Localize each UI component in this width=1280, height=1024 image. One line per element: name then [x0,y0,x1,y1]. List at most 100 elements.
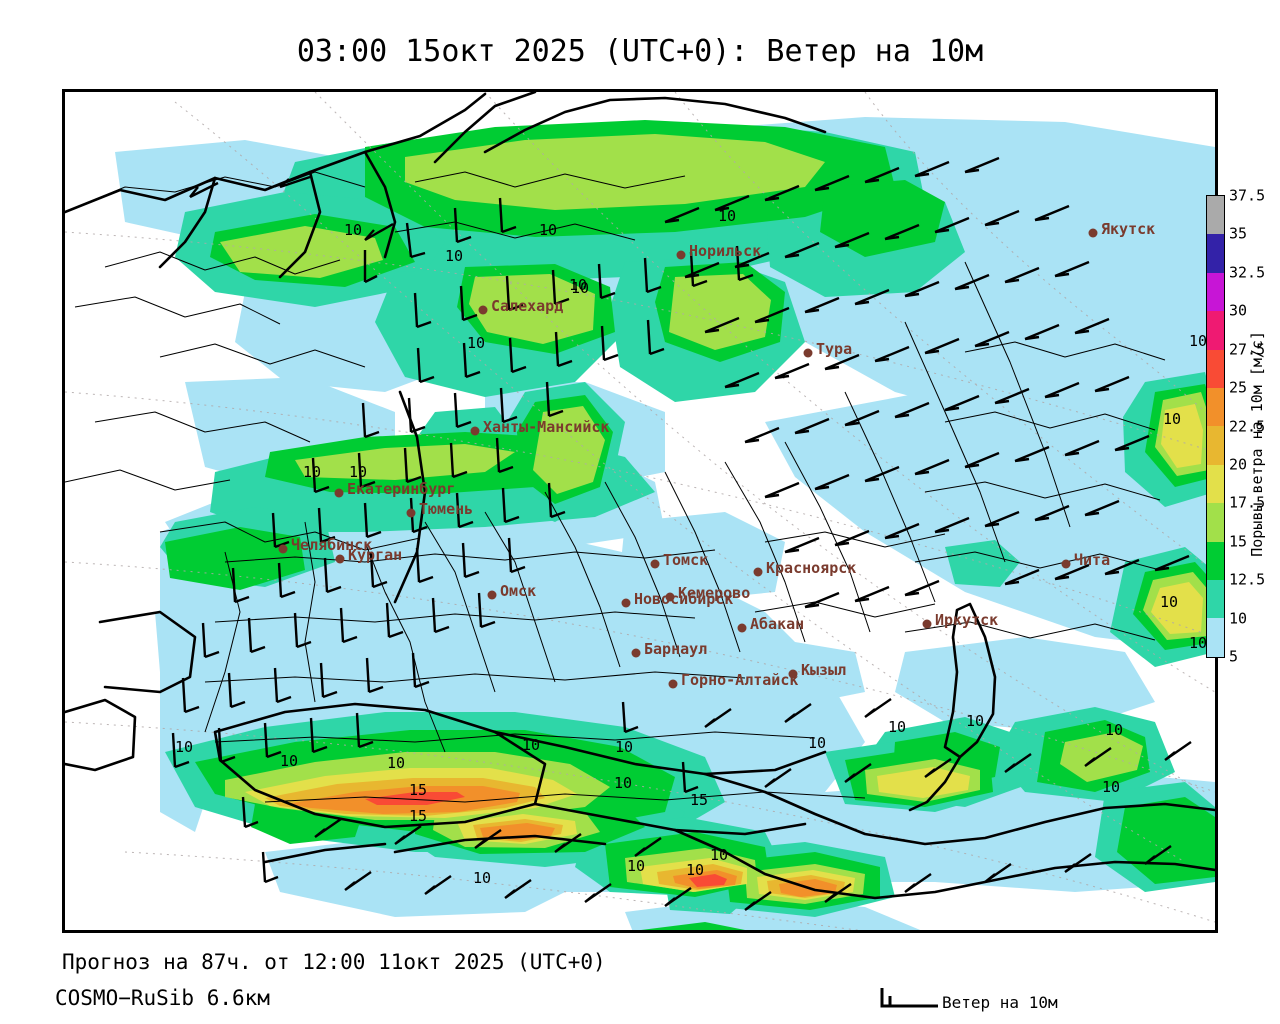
contour-label: 10 [303,463,321,481]
forecast-info: Прогноз на 87ч. от 12:00 11окт 2025 (UTC… [62,950,606,974]
city-marker [278,544,288,554]
city-label: Тура [816,340,852,358]
city-marker [803,348,813,358]
city-marker [665,592,675,602]
contour-label: 10 [966,712,984,730]
contour-label: 10 [614,774,632,792]
colorbar[interactable]: 5 10 12.5 15 17.5 20 22.5 25 27.5 30 32.5 35 37.5 [1206,188,1265,664]
colorbar-tick-label: 25 [1229,378,1248,397]
colorbar-segment [1207,234,1224,273]
city-marker [478,305,488,315]
contour-label: 10 [686,861,704,879]
contour-label: 10 [569,276,587,294]
colorbar-tick-label: 37.5 [1229,186,1266,205]
wind-barb-legend-label: Ветер на 10м [942,993,1058,1012]
contour-label: 10 [1163,410,1181,428]
contour-label: 15 [409,807,427,825]
colorbar-tick-label: 5 [1229,647,1239,666]
contour-label: 10 [1160,593,1178,611]
contour-label: 10 [280,752,298,770]
city-label: Иркутск [935,611,998,629]
colorbar-tick-label: 10 [1229,609,1248,628]
city-marker [406,508,416,518]
contour-label: 10 [344,221,362,239]
colorbar-tick-label: 15 [1229,532,1248,551]
page-title: 03:00 15окт 2025 (UTC+0): Ветер на 10м [296,34,984,69]
contour-label: 10 [627,857,645,875]
city-marker [631,648,641,658]
contour-label: 10 [387,754,405,772]
colorbar-segment [1207,464,1224,504]
contour-label: 10 [522,736,540,754]
contour-label: 10 [1189,634,1207,652]
colorbar-segment [1207,580,1224,619]
city-label: Кемерово [678,584,750,602]
city-label: Якутск [1101,220,1155,238]
graticule [65,92,1215,930]
city-label: Челябинск [291,536,372,554]
city-marker [650,559,660,569]
city-label: Томск [663,551,708,569]
colorbar-tick-label: 32.5 [1229,263,1266,282]
colorbar-segment [1207,272,1224,312]
model-info: COSMO−RuSib 6.6км [55,986,270,1010]
contour-label: 10 [349,463,367,481]
wind-band-25-27.5 [365,792,727,887]
city-label: Ханты-Мансийск [483,418,609,436]
contour-label: 10 [808,734,826,752]
contour-label: 10 [1189,332,1207,350]
colorbar-tick-label: 35 [1229,224,1248,243]
city-label: Абакан [750,615,804,633]
city-label: Чита [1074,551,1110,569]
wind-barbs [171,156,1192,911]
city-label: Тюмень [419,500,473,518]
city-label: Норильск [689,242,761,260]
city-label: Омск [500,582,536,600]
city-label: Курган [348,546,402,564]
contour-label: 10 [571,279,589,297]
contour-label: 10 [473,869,491,887]
city-marker [676,250,686,260]
city-label: Новосибирск [634,590,733,608]
city-label: Салехард [491,297,563,315]
contour-label: 10 [445,247,463,265]
wind-barb-icon [880,988,938,1008]
contour-label: 10 [175,738,193,756]
city-marker [1061,559,1071,569]
colorbar-tick-label: 27.5 [1229,340,1266,359]
city-marker [922,619,932,629]
contour-label: 10 [1105,721,1123,739]
contour-label: 15 [690,791,708,809]
city-marker [487,590,497,600]
city-marker [334,488,344,498]
city-marker [1088,228,1098,238]
map-frame[interactable]: 10 10 10 10 10 10 10 10 10 10 10 10 10 10 10 10 15 15 10 10… [62,89,1218,933]
admin-borders [65,171,1166,803]
city-marker [668,679,678,689]
colorbar-tick-label: 30 [1229,301,1248,320]
colorbar-title: Порывы ветра на 10м [м/с] [1248,331,1266,557]
colorbar-segment [1207,311,1224,350]
city-label: Екатеринбург [347,480,455,498]
city-label: Горно-Алтайск [681,671,798,689]
colorbar-segment [1207,388,1224,427]
colorbar-segment [1207,618,1224,657]
contour-label: 10 [710,846,728,864]
colorbar-tick-label: 20 [1229,455,1248,474]
contour-label: 10 [718,207,736,225]
city-label: Красноярск [766,559,856,577]
city-marker [335,554,345,564]
city-marker [621,598,631,608]
contour-label: 10 [1102,778,1120,796]
city-label: Барнаул [644,640,707,658]
contour-label: 10 [467,334,485,352]
city-label: Кызыл [801,661,846,679]
colorbar-tick-label: 12.5 [1229,570,1266,589]
contour-label: 15 [409,781,427,799]
city-marker [753,567,763,577]
city-marker [788,669,798,679]
cities-layer: Якутск Норильск Тура Ханты-Мансийск Салехард… [278,220,1155,689]
map-canvas [65,92,1215,930]
